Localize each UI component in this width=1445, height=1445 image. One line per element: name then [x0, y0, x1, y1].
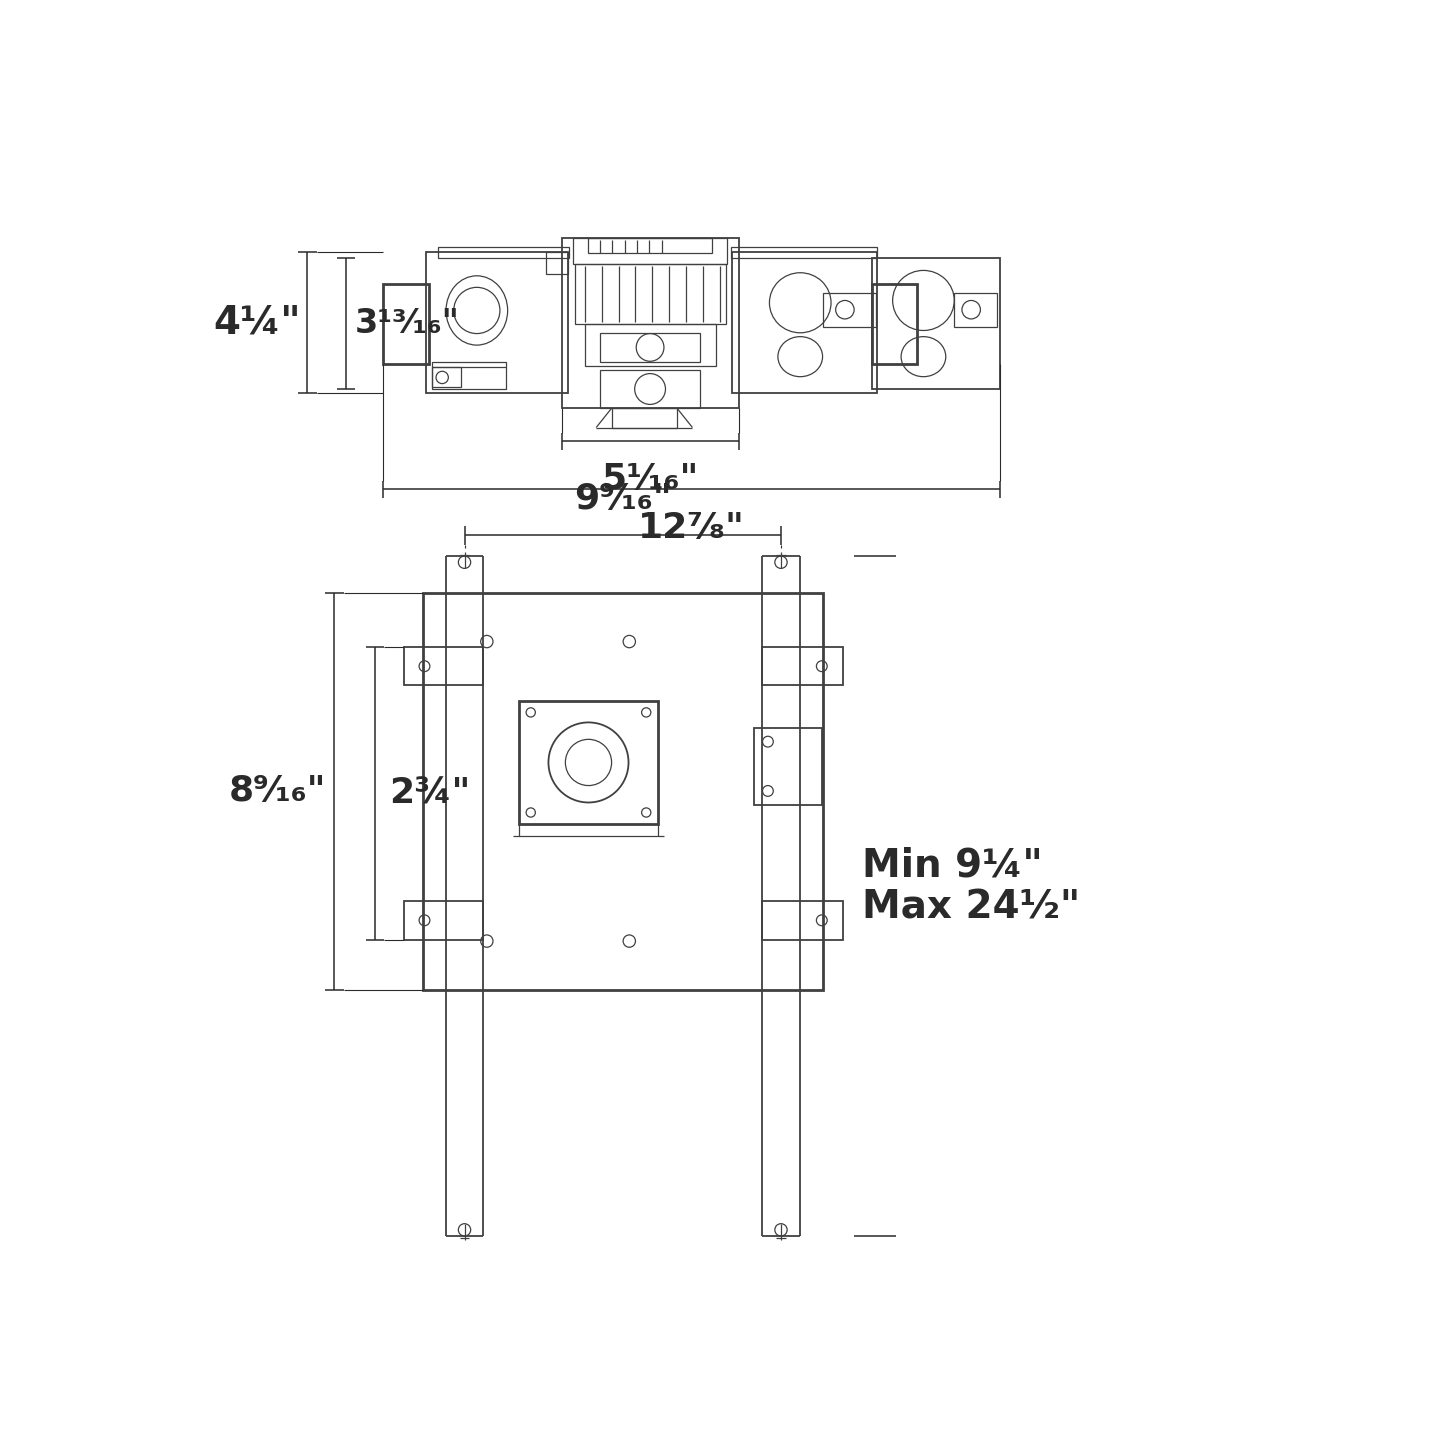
Bar: [562, 238, 738, 409]
Bar: [754, 728, 822, 805]
Bar: [871, 259, 1000, 389]
Text: 4¼": 4¼": [214, 303, 301, 342]
Bar: [423, 592, 824, 990]
Bar: [403, 902, 483, 939]
Bar: [600, 332, 701, 363]
Text: Min 9¼": Min 9¼": [861, 847, 1043, 884]
Text: Max 24½": Max 24½": [861, 889, 1079, 926]
Bar: [600, 370, 701, 409]
Bar: [403, 647, 483, 685]
Bar: [762, 647, 842, 685]
Bar: [588, 238, 712, 253]
Bar: [519, 701, 657, 824]
Text: 5¹⁄₁₆": 5¹⁄₁₆": [601, 462, 699, 496]
Bar: [733, 251, 877, 393]
Bar: [954, 293, 997, 328]
Text: 9⁹⁄₁₆": 9⁹⁄₁₆": [574, 483, 672, 516]
Bar: [871, 283, 918, 364]
Bar: [438, 247, 569, 259]
Text: 8⁹⁄₁₆": 8⁹⁄₁₆": [230, 775, 327, 808]
Text: 12⁷⁄₈": 12⁷⁄₈": [639, 510, 746, 545]
Text: 2¾": 2¾": [389, 776, 471, 811]
Bar: [426, 251, 568, 393]
Bar: [546, 251, 568, 273]
Bar: [383, 283, 429, 364]
Bar: [574, 238, 727, 264]
Bar: [824, 293, 876, 328]
Bar: [575, 264, 725, 324]
Bar: [731, 247, 877, 259]
Bar: [585, 324, 715, 366]
Bar: [432, 367, 461, 387]
Bar: [432, 363, 506, 389]
Bar: [762, 902, 842, 939]
Text: 3¹³⁄₁₆": 3¹³⁄₁₆": [355, 306, 460, 340]
